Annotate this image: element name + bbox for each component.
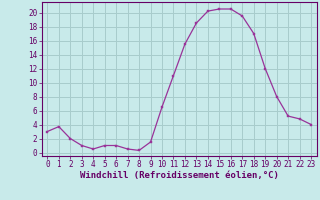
X-axis label: Windchill (Refroidissement éolien,°C): Windchill (Refroidissement éolien,°C) [80,171,279,180]
